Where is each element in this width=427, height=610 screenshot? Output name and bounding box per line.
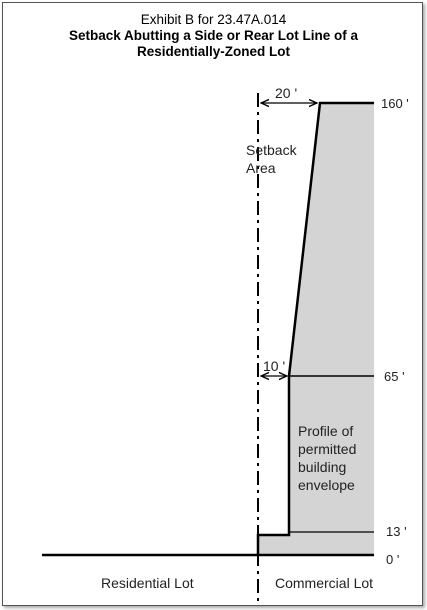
setback-area-label-1: Setback <box>246 142 298 158</box>
exhibit-title: Exhibit B for 23.47A.014 Setback Abuttin… <box>0 12 427 60</box>
building-envelope-shape <box>258 103 374 554</box>
envelope-label-2: permitted <box>298 441 356 457</box>
title-line-1: Exhibit B for 23.47A.014 <box>140 12 287 27</box>
title-line-3: Residentially-Zoned Lot <box>136 44 290 59</box>
height-65-label: 65 ' <box>384 369 405 384</box>
title-line-2: Setback Abutting a Side or Rear Lot Line… <box>68 28 359 43</box>
dim-10-label: 10 ' <box>263 358 285 374</box>
commercial-lot-label: Commercial Lot <box>275 575 373 591</box>
residential-lot-label: Residential Lot <box>101 575 194 591</box>
setback-area-label-2: Area <box>246 160 276 176</box>
dim-20-label: 20 ' <box>275 85 297 101</box>
height-0-label: 0 ' <box>386 552 399 567</box>
height-13-label: 13 ' <box>386 524 407 539</box>
envelope-label-3: building <box>298 459 346 475</box>
height-160-label: 160 ' <box>381 96 409 111</box>
envelope-label-4: envelope <box>298 477 355 493</box>
envelope-label-1: Profile of <box>298 423 353 439</box>
